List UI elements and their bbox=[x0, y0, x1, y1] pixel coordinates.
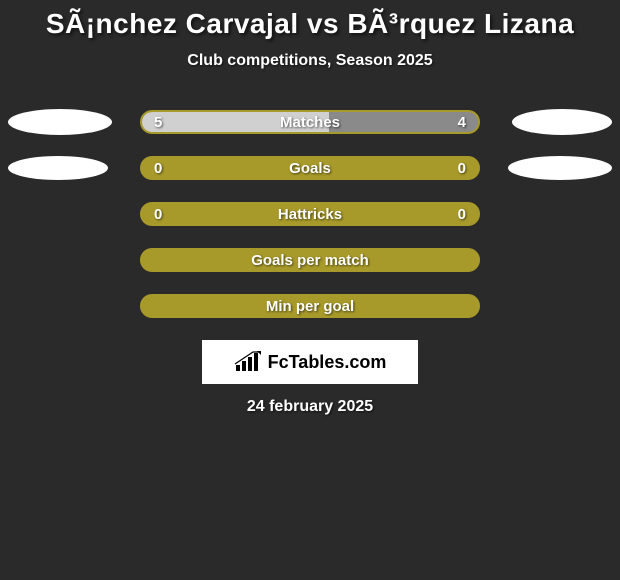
stat-row: 54Matches bbox=[0, 110, 620, 134]
stat-value-right: 4 bbox=[458, 114, 466, 131]
stat-label: Hattricks bbox=[142, 206, 478, 223]
stat-row: Goals per match bbox=[0, 248, 620, 272]
stat-row: Min per goal bbox=[0, 294, 620, 318]
chart-icon bbox=[234, 351, 262, 373]
page-subtitle: Club competitions, Season 2025 bbox=[0, 52, 620, 70]
stat-bar: 0 0Hattricks bbox=[140, 202, 480, 226]
bar-fill-left bbox=[142, 112, 329, 132]
bar-fill-right bbox=[329, 112, 478, 132]
stat-bar: 0 0Goals bbox=[140, 156, 480, 180]
comparison-container: SÃ¡nchez Carvajal vs BÃ³rquez Lizana Clu… bbox=[0, 0, 620, 416]
stat-bar: Min per goal bbox=[140, 294, 480, 318]
stat-value-left: 5 bbox=[154, 114, 162, 131]
stat-value-left: 0 bbox=[154, 160, 162, 177]
stat-row: 0 0Goals bbox=[0, 156, 620, 180]
stat-row: 0 0Hattricks bbox=[0, 202, 620, 226]
ellipse-indicator-left bbox=[8, 109, 112, 135]
stat-label: Min per goal bbox=[142, 298, 478, 315]
ellipse-indicator-right bbox=[508, 156, 612, 180]
stat-label: Goals bbox=[142, 160, 478, 177]
logo-text: FcTables.com bbox=[268, 352, 387, 373]
ellipse-indicator-right bbox=[512, 109, 612, 135]
stat-value-right: 0 bbox=[458, 160, 466, 177]
date-label: 24 february 2025 bbox=[0, 398, 620, 416]
stat-value-left: 0 bbox=[154, 206, 162, 223]
stat-bar: Goals per match bbox=[140, 248, 480, 272]
stat-bar: 54Matches bbox=[140, 110, 480, 134]
page-title: SÃ¡nchez Carvajal vs BÃ³rquez Lizana bbox=[0, 8, 620, 40]
ellipse-indicator-left bbox=[8, 156, 108, 180]
stats-area: 54Matches00Goals00HattricksGoals per mat… bbox=[0, 110, 620, 318]
stat-label: Goals per match bbox=[142, 252, 478, 269]
logo-box: FcTables.com bbox=[202, 340, 418, 384]
stat-value-right: 0 bbox=[458, 206, 466, 223]
